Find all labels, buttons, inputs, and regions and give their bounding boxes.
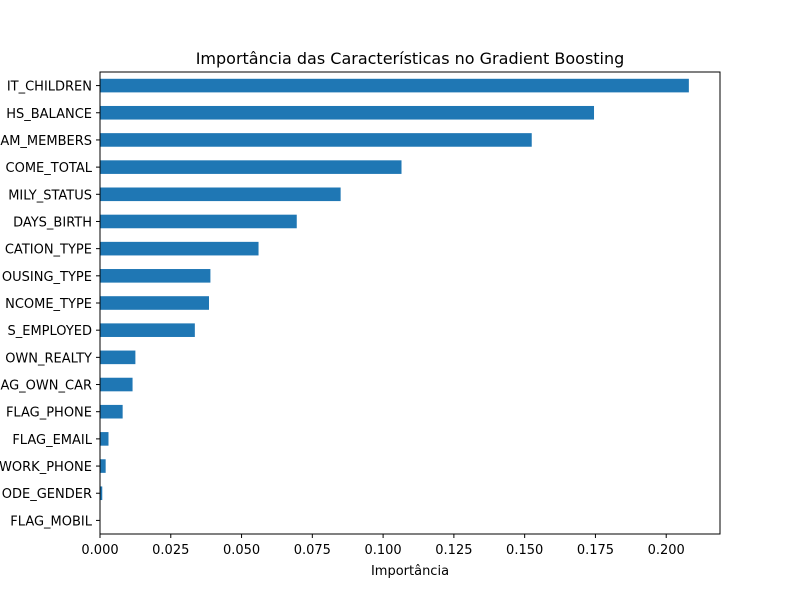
bar-ode-gender [100,486,103,501]
bar-work-phone [100,459,106,473]
y-tick-label: HS_BALANCE [6,107,92,122]
y-tick-label: NCOME_TYPE [5,297,92,312]
y-tick-label: DAYS_BIRTH [13,215,92,230]
x-tick-label: 0.200 [648,543,685,558]
bars-group [100,78,689,501]
bar-cation-type [100,241,259,256]
bar-am-members [100,133,532,147]
y-tick-label: MILY_STATUS [8,188,92,203]
y-tick-label: S_EMPLOYED [8,324,93,339]
bar-ousing-type [100,269,211,283]
bar-ncome-type [100,296,209,310]
x-tick-label: 0.150 [506,543,543,558]
bar-flag-email [100,432,109,446]
x-tick-label: 0.050 [223,543,260,558]
bar-days-birth [100,214,297,229]
x-tick-label: 0.175 [577,543,614,558]
y-tick-label: OUSING_TYPE [2,270,92,285]
x-tick-label: 0.075 [294,543,331,558]
y-tick-label: CATION_TYPE [5,243,92,258]
bar-s-employed [100,323,195,337]
y-tick-labels: IT_CHILDREN HS_BALANCE AM_MEMBERS COME_TOTA… [0,80,100,529]
bar-flag-phone [100,404,123,419]
bar-ag-own-car [100,377,133,392]
y-tick-label: OWN_REALTY [5,351,92,366]
x-tick-label: 0.000 [81,543,118,558]
bar-come-total [100,160,402,174]
bar-it-children [100,78,689,93]
y-tick-label: ODE_GENDER [2,487,92,502]
y-tick-label: FLAG_MOBIL [10,514,92,529]
y-tick-label: COME_TOTAL [6,161,93,176]
x-tick-label: 0.125 [435,543,472,558]
y-tick-label: WORK_PHONE [0,460,92,475]
y-tick-label: AM_MEMBERS [0,134,92,149]
y-tick-label: FLAG_EMAIL [12,433,92,448]
plot-frame [99,71,721,535]
bar-mily-status [100,187,341,202]
chart-title: Importância das Características no Gradi… [196,49,625,68]
x-ticks: 0.000 0.025 0.050 0.075 0.100 0.125 0.150 0.175… [81,534,685,558]
bar-hs-balance [100,105,595,120]
bar-own-realty [100,350,136,365]
y-tick-label: FLAG_PHONE [6,406,92,421]
x-tick-label: 0.100 [364,543,401,558]
y-tick-label: IT_CHILDREN [7,80,92,95]
x-axis-label: Importância [371,564,449,579]
x-tick-label: 0.025 [152,543,189,558]
y-tick-label: AG_OWN_CAR [0,379,92,394]
